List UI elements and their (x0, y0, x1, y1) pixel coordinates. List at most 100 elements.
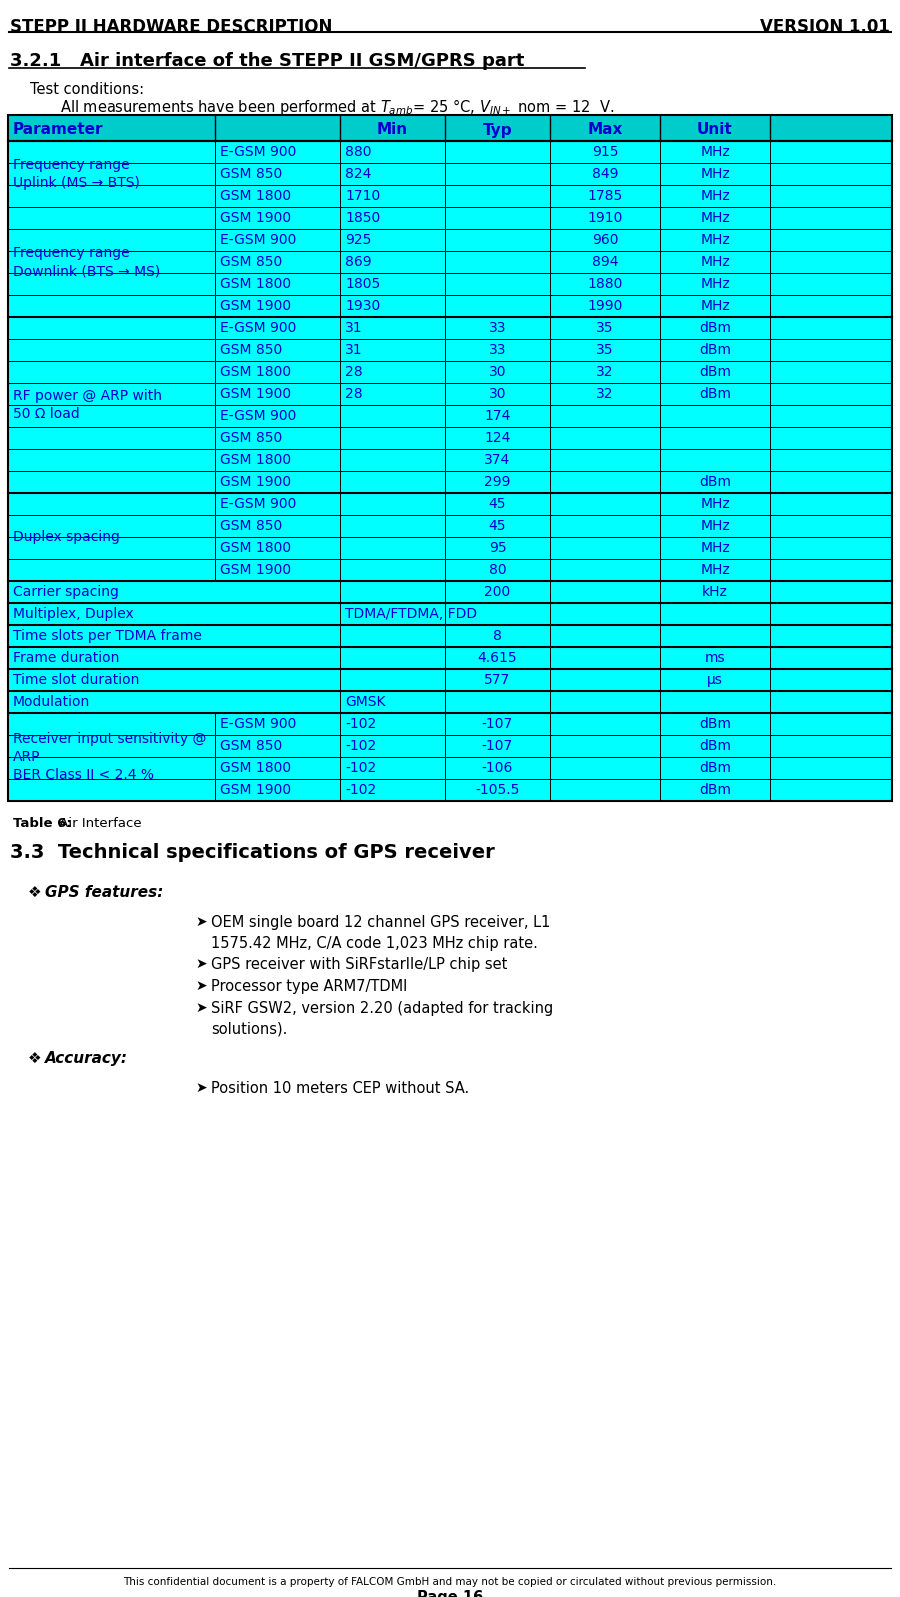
Bar (8, 208, 892, 228)
Bar (8, 273, 892, 295)
Text: 960: 960 (592, 233, 618, 248)
Bar (8, 624, 892, 647)
Text: Receiver input sensitivity @
ARP
BER Class II < 2.4 %: Receiver input sensitivity @ ARP BER Cla… (13, 731, 206, 783)
Text: kHz: kHz (702, 585, 728, 599)
Text: TDMA/FTDMA, FDD: TDMA/FTDMA, FDD (345, 607, 477, 621)
Text: E-GSM 900: E-GSM 900 (220, 717, 296, 731)
Text: MHz: MHz (700, 519, 730, 533)
Text: Accuracy:: Accuracy: (45, 1051, 128, 1067)
Text: Unit: Unit (698, 123, 733, 137)
Text: Multiplex, Duplex: Multiplex, Duplex (13, 607, 134, 621)
Bar (8, 779, 892, 802)
Text: 32: 32 (596, 386, 614, 401)
Text: 95: 95 (489, 541, 507, 556)
Text: 915: 915 (592, 145, 618, 160)
Text: ❖: ❖ (28, 885, 41, 901)
Text: Frequency range
Uplink (MS → BTS): Frequency range Uplink (MS → BTS) (13, 158, 140, 190)
Text: Table 6:: Table 6: (13, 818, 72, 830)
Text: E-GSM 900: E-GSM 900 (220, 145, 296, 160)
Text: MHz: MHz (700, 168, 730, 180)
Text: ➤: ➤ (195, 1001, 207, 1016)
Bar (8, 471, 892, 493)
Text: ➤: ➤ (195, 915, 207, 929)
Bar (8, 228, 892, 251)
Text: E-GSM 900: E-GSM 900 (220, 409, 296, 423)
Text: GSM 1900: GSM 1900 (220, 299, 291, 313)
Bar (8, 692, 892, 712)
Text: All measurements have been performed at $T_{amb}$= 25 °C, $V_{IN+}$ nom = 12  V.: All measurements have been performed at … (60, 97, 615, 117)
Text: 31: 31 (345, 343, 363, 358)
Text: 1785: 1785 (588, 188, 623, 203)
Text: 28: 28 (345, 386, 363, 401)
Text: GSM 850: GSM 850 (220, 431, 283, 446)
Bar (8, 185, 892, 208)
Text: 1850: 1850 (345, 211, 380, 225)
Text: MHz: MHz (700, 276, 730, 291)
Text: MHz: MHz (700, 211, 730, 225)
Bar (8, 316, 892, 339)
Text: Time slot duration: Time slot duration (13, 672, 140, 687)
Text: dBm: dBm (699, 783, 731, 797)
Text: dBm: dBm (699, 762, 731, 775)
Text: 925: 925 (345, 233, 372, 248)
Text: ➤: ➤ (195, 957, 207, 971)
Text: dBm: dBm (699, 474, 731, 489)
Text: 1990: 1990 (588, 299, 623, 313)
Text: 31: 31 (345, 321, 363, 335)
Text: Max: Max (588, 123, 623, 137)
Text: dBm: dBm (699, 386, 731, 401)
Bar (8, 493, 892, 514)
Text: Test conditions:: Test conditions: (30, 81, 144, 97)
Text: Min: Min (377, 123, 408, 137)
Text: Position 10 meters CEP without SA.: Position 10 meters CEP without SA. (211, 1081, 469, 1096)
Text: 174: 174 (484, 409, 510, 423)
Text: ➤: ➤ (195, 979, 207, 993)
Bar (8, 712, 892, 735)
Text: MHz: MHz (700, 233, 730, 248)
Text: GSM 1900: GSM 1900 (220, 386, 291, 401)
Text: dBm: dBm (699, 717, 731, 731)
Text: GSM 1800: GSM 1800 (220, 188, 291, 203)
Text: 35: 35 (596, 343, 614, 358)
Text: -105.5: -105.5 (475, 783, 519, 797)
Text: Frame duration: Frame duration (13, 652, 120, 664)
Text: GSM 1800: GSM 1800 (220, 762, 291, 775)
Bar (8, 141, 892, 163)
Bar (8, 383, 892, 406)
Text: Page 16: Page 16 (417, 1591, 483, 1597)
Text: RF power @ ARP with
50 Ω load: RF power @ ARP with 50 Ω load (13, 388, 162, 422)
Text: GSM 1800: GSM 1800 (220, 454, 291, 466)
Text: 124: 124 (484, 431, 510, 446)
Bar (8, 406, 892, 426)
Text: 299: 299 (484, 474, 511, 489)
Text: Time slots per TDMA frame: Time slots per TDMA frame (13, 629, 202, 644)
Bar (8, 537, 892, 559)
Text: MHz: MHz (700, 256, 730, 268)
Text: VERSION 1.01: VERSION 1.01 (760, 18, 890, 37)
Text: 1805: 1805 (345, 276, 380, 291)
Text: OEM single board 12 channel GPS receiver, L1
1575.42 MHz, C/A code 1,023 MHz chi: OEM single board 12 channel GPS receiver… (211, 915, 551, 950)
Text: GSM 850: GSM 850 (220, 739, 283, 754)
Text: Air Interface: Air Interface (55, 818, 141, 830)
Bar (8, 115, 892, 802)
Bar (8, 514, 892, 537)
Bar (8, 426, 892, 449)
Bar (8, 735, 892, 757)
Text: 577: 577 (484, 672, 510, 687)
Text: 849: 849 (592, 168, 618, 180)
Text: MHz: MHz (700, 299, 730, 313)
Text: MHz: MHz (700, 145, 730, 160)
Text: 30: 30 (489, 366, 506, 378)
Bar (8, 604, 892, 624)
Text: STEPP II HARDWARE DESCRIPTION: STEPP II HARDWARE DESCRIPTION (10, 18, 332, 37)
Text: 374: 374 (484, 454, 510, 466)
Bar (8, 757, 892, 779)
Text: 1930: 1930 (345, 299, 380, 313)
Text: dBm: dBm (699, 321, 731, 335)
Text: ms: ms (705, 652, 725, 664)
Bar (8, 295, 892, 316)
Bar (8, 559, 892, 581)
Text: GSM 1800: GSM 1800 (220, 276, 291, 291)
Text: 1910: 1910 (588, 211, 623, 225)
Text: MHz: MHz (700, 541, 730, 556)
